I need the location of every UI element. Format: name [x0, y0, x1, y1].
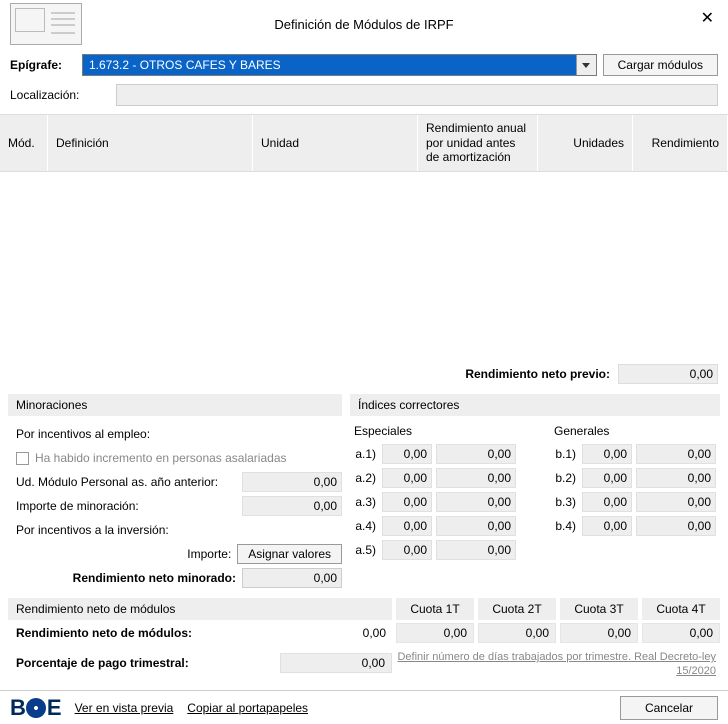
previo-value: 0,00: [618, 364, 718, 384]
b4-label: b.4): [550, 519, 578, 533]
a5-label: a.5): [350, 543, 378, 557]
especiales-label: Especiales: [350, 422, 520, 442]
cuota3-header: Cuota 3T: [560, 598, 638, 620]
boe-logo: BE: [10, 695, 61, 721]
preview-link[interactable]: Ver en vista previa: [75, 701, 174, 715]
incremento-label: Ha habido incremento en personas asalari…: [35, 451, 287, 465]
th-def: Definición: [48, 115, 253, 171]
importe-label: Importe:: [187, 547, 231, 561]
chevron-down-icon[interactable]: [576, 55, 596, 75]
localizacion-input[interactable]: [116, 84, 718, 106]
a2-label: a.2): [350, 471, 378, 485]
a4-v1[interactable]: 0,00: [382, 516, 432, 536]
rnm-q1[interactable]: 0,00: [396, 623, 474, 643]
b1-v1[interactable]: 0,00: [582, 444, 632, 464]
close-icon[interactable]: ✕: [695, 6, 720, 30]
a1-v1[interactable]: 0,00: [382, 444, 432, 464]
a3-label: a.3): [350, 495, 378, 509]
localizacion-label: Localización:: [10, 88, 110, 102]
th-uni: Unidad: [253, 115, 418, 171]
cancel-button[interactable]: Cancelar: [620, 696, 718, 720]
a1-label: a.1): [350, 447, 378, 461]
a5-v1[interactable]: 0,00: [382, 540, 432, 560]
th-rto: Rendimiento: [633, 115, 728, 171]
b3-v1[interactable]: 0,00: [582, 492, 632, 512]
empleo-label: Por incentivos al empleo:: [16, 427, 342, 441]
placeholder-image-icon: [10, 3, 82, 45]
b4-v2[interactable]: 0,00: [636, 516, 716, 536]
rnm-label: Rendimiento neto de módulos:: [8, 626, 276, 640]
b3-label: b.3): [550, 495, 578, 509]
ud-modulo-value[interactable]: 0,00: [242, 472, 342, 492]
th-uds: Unidades: [538, 115, 633, 171]
asignar-valores-button[interactable]: Asignar valores: [237, 544, 342, 564]
rnm-q4[interactable]: 0,00: [642, 623, 720, 643]
th-mod: Mód.: [0, 115, 48, 171]
epigrafe-value: 1.673.2 - OTROS CAFES Y BARES: [83, 55, 576, 75]
modulos-title: Rendimiento neto de módulos: [8, 598, 392, 620]
ppt-value[interactable]: 0,00: [280, 653, 392, 673]
a2-v1[interactable]: 0,00: [382, 468, 432, 488]
decreto-link[interactable]: Definir número de días trabajados por tr…: [397, 651, 716, 677]
incremento-checkbox[interactable]: [16, 452, 29, 465]
minoraciones-title: Minoraciones: [8, 394, 342, 416]
table-body: [0, 172, 728, 360]
cuota2-header: Cuota 2T: [478, 598, 556, 620]
b2-v1[interactable]: 0,00: [582, 468, 632, 488]
table-header: Mód. Definición Unidad Rendimiento anual…: [0, 114, 728, 172]
a5-v2[interactable]: 0,00: [436, 540, 516, 560]
inversion-label: Por incentivos a la inversión:: [16, 523, 342, 537]
importe-min-value[interactable]: 0,00: [242, 496, 342, 516]
b4-v1[interactable]: 0,00: [582, 516, 632, 536]
cargar-modulos-button[interactable]: Cargar módulos: [603, 54, 718, 76]
a4-v2[interactable]: 0,00: [436, 516, 516, 536]
epigrafe-label: Epígrafe:: [10, 58, 76, 72]
previo-label: Rendimiento neto previo:: [465, 367, 610, 381]
cuota1-header: Cuota 1T: [396, 598, 474, 620]
minorado-value: 0,00: [242, 568, 342, 588]
a2-v2[interactable]: 0,00: [436, 468, 516, 488]
b3-v2[interactable]: 0,00: [636, 492, 716, 512]
window-title: Definición de Módulos de IRPF: [274, 17, 453, 32]
b1-v2[interactable]: 0,00: [636, 444, 716, 464]
a3-v2[interactable]: 0,00: [436, 492, 516, 512]
cuota4-header: Cuota 4T: [642, 598, 720, 620]
copy-link[interactable]: Copiar al portapapeles: [187, 701, 308, 715]
a1-v2[interactable]: 0,00: [436, 444, 516, 464]
ppt-label: Porcentaje de pago trimestral:: [8, 656, 276, 670]
ud-modulo-label: Ud. Módulo Personal as. año anterior:: [16, 475, 236, 489]
indices-title: Índices correctores: [350, 394, 720, 416]
importe-min-label: Importe de minoración:: [16, 499, 236, 513]
rnm-q3[interactable]: 0,00: [560, 623, 638, 643]
b1-label: b.1): [550, 447, 578, 461]
generales-label: Generales: [550, 422, 720, 442]
th-ren: Rendimiento anual por unidad antes de am…: [418, 115, 538, 171]
rnm-value: 0,00: [280, 624, 392, 642]
b2-v2[interactable]: 0,00: [636, 468, 716, 488]
a4-label: a.4): [350, 519, 378, 533]
minorado-label: Rendimiento neto minorado:: [16, 571, 236, 585]
b2-label: b.2): [550, 471, 578, 485]
rnm-q2[interactable]: 0,00: [478, 623, 556, 643]
a3-v1[interactable]: 0,00: [382, 492, 432, 512]
epigrafe-select[interactable]: 1.673.2 - OTROS CAFES Y BARES: [82, 54, 597, 76]
